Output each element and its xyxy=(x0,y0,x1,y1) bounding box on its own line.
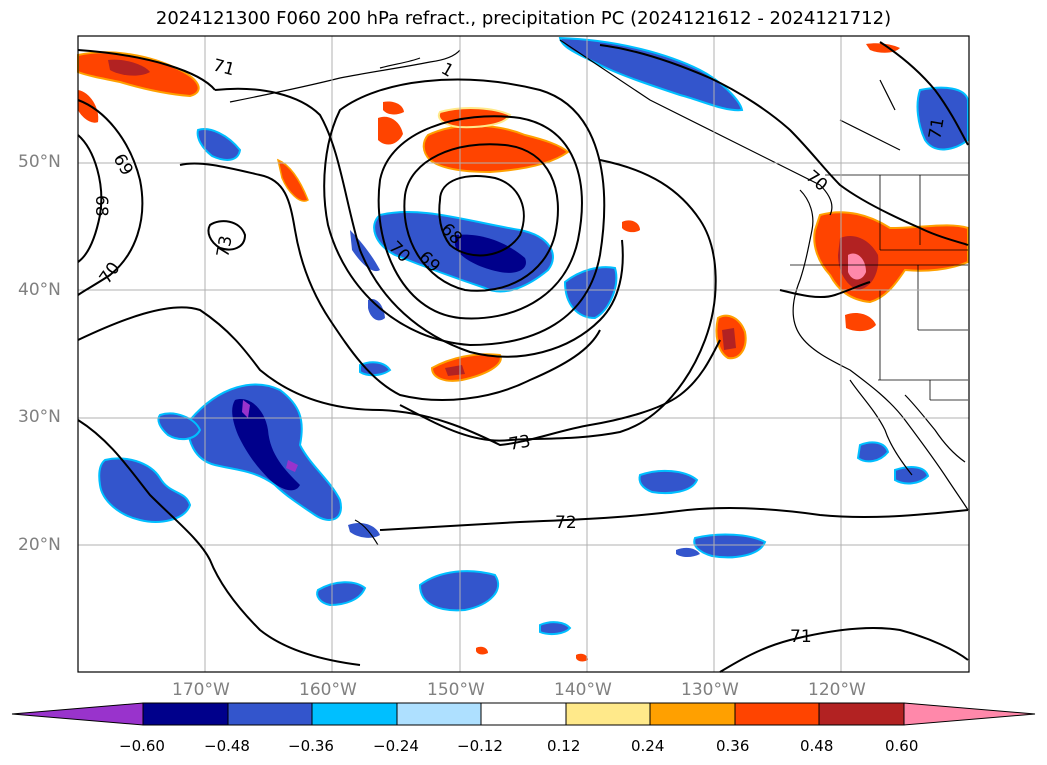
colorbar-tick-label: 0.12 xyxy=(547,737,581,755)
contour-label: 72 xyxy=(555,513,577,533)
lon-label: 160°W xyxy=(299,680,357,700)
colorbar-segment xyxy=(565,702,651,726)
colorbar-min-extension xyxy=(11,702,144,726)
colorbar-segment xyxy=(818,702,905,726)
lon-label: 130°W xyxy=(681,680,739,700)
map-title: 2024121300 F060 200 hPa refract., precip… xyxy=(155,8,892,29)
colorbar-segment xyxy=(396,702,482,726)
colorbar-tick-label: −0.24 xyxy=(373,737,419,755)
colorbar-segment xyxy=(480,702,567,726)
contour-label: 73 xyxy=(213,234,236,259)
colorbar-segment xyxy=(142,702,229,726)
colorbar-tick-label: 0.48 xyxy=(800,737,834,755)
colorbar xyxy=(11,702,1036,726)
colorbar-tick-label: 0.60 xyxy=(885,737,919,755)
colorbar-segment xyxy=(734,702,820,726)
refractivity-contours xyxy=(77,41,969,673)
lat-label: 50°N xyxy=(18,152,61,172)
lat-label: 20°N xyxy=(18,535,61,555)
colorbar-tick-label: −0.12 xyxy=(457,737,503,755)
lon-label: 170°W xyxy=(172,680,230,700)
precip-positive xyxy=(77,43,969,662)
colorbar-tick-label: −0.48 xyxy=(204,737,250,755)
colorbar-tick-label: −0.60 xyxy=(119,737,165,755)
contour-label: 71 xyxy=(925,116,948,141)
contour-label: 71 xyxy=(790,627,812,647)
lon-label: 120°W xyxy=(808,680,866,700)
colorbar-tick-label: 0.36 xyxy=(716,737,750,755)
lat-label: 30°N xyxy=(18,407,61,427)
lon-label: 150°W xyxy=(427,680,485,700)
contour-label: 68 xyxy=(91,195,111,217)
colorbar-tick-label: −0.36 xyxy=(288,737,334,755)
colorbar-segment xyxy=(649,702,736,726)
colorbar-max-extension xyxy=(903,702,1036,726)
colorbar-segment xyxy=(227,702,313,726)
colorbar-tick-label: 0.24 xyxy=(631,737,665,755)
lon-label: 140°W xyxy=(554,680,612,700)
colorbar-segment xyxy=(311,702,398,726)
contour-label: 73 xyxy=(507,431,532,454)
lat-label: 40°N xyxy=(18,280,61,300)
